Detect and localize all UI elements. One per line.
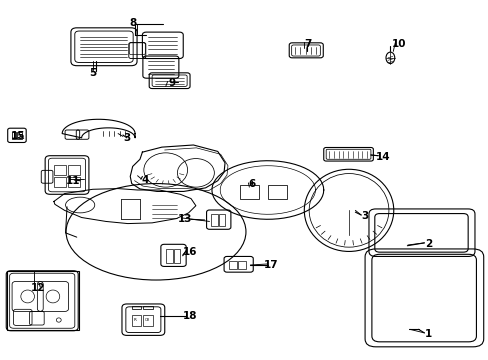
Text: 2: 2 bbox=[424, 239, 431, 249]
Bar bbox=[238, 261, 245, 269]
Bar bbox=[67, 165, 80, 175]
Bar bbox=[267, 185, 287, 199]
Text: 9: 9 bbox=[168, 78, 175, 88]
Text: 1: 1 bbox=[424, 329, 431, 339]
Text: R: R bbox=[133, 318, 136, 323]
Text: 14: 14 bbox=[375, 152, 389, 162]
Bar bbox=[218, 214, 224, 226]
Bar bbox=[67, 177, 80, 187]
Bar bbox=[143, 315, 153, 326]
Bar bbox=[12, 132, 16, 139]
Bar bbox=[54, 165, 66, 175]
Bar bbox=[211, 214, 217, 226]
Bar bbox=[54, 177, 66, 187]
Bar bbox=[7, 271, 79, 330]
Bar bbox=[239, 185, 259, 199]
Text: 12: 12 bbox=[31, 283, 45, 293]
Bar bbox=[166, 249, 172, 262]
Text: 11: 11 bbox=[66, 176, 81, 186]
Text: 3: 3 bbox=[123, 133, 130, 143]
Text: 4: 4 bbox=[141, 175, 148, 185]
Bar bbox=[131, 306, 141, 309]
Text: 3: 3 bbox=[361, 211, 368, 221]
Bar bbox=[228, 261, 236, 269]
Text: 10: 10 bbox=[391, 39, 406, 49]
Bar bbox=[143, 306, 153, 309]
Text: OR: OR bbox=[144, 318, 150, 323]
Bar bbox=[131, 315, 141, 326]
Text: 6: 6 bbox=[248, 179, 255, 189]
Text: 18: 18 bbox=[183, 311, 197, 321]
Text: 5: 5 bbox=[89, 68, 96, 78]
Text: 7: 7 bbox=[304, 39, 311, 49]
Text: 17: 17 bbox=[264, 260, 278, 270]
Text: 16: 16 bbox=[183, 247, 197, 257]
Bar bbox=[174, 249, 180, 262]
Text: 13: 13 bbox=[178, 214, 192, 224]
Text: 15: 15 bbox=[11, 131, 25, 141]
Text: 8: 8 bbox=[129, 18, 136, 28]
Bar bbox=[18, 132, 22, 139]
